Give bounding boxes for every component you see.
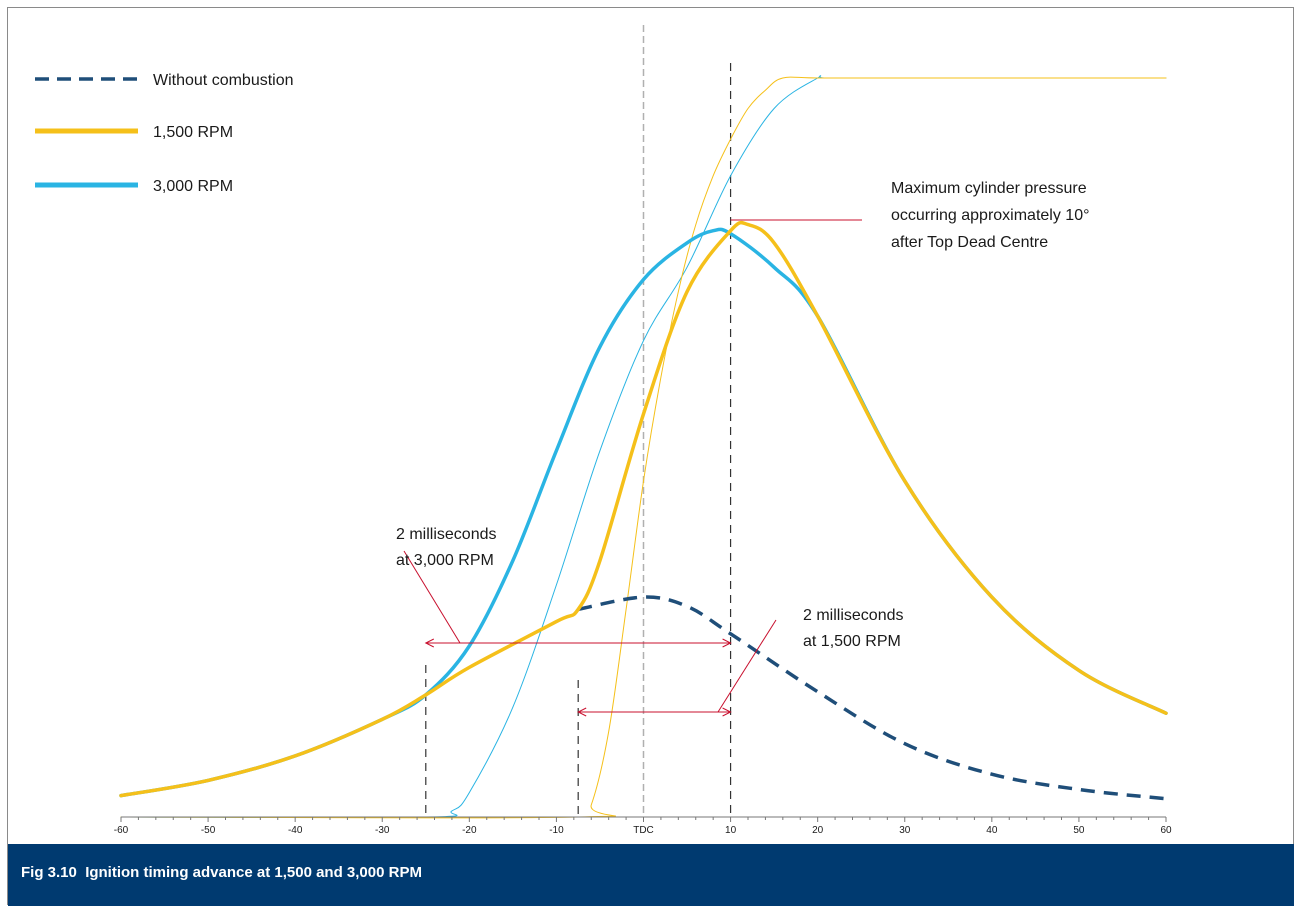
annotation-2ms-1500-line-1: 2 milliseconds bbox=[803, 607, 903, 624]
x-tick-label: -20 bbox=[462, 825, 477, 836]
interval-arrowhead-left-1 bbox=[577, 707, 587, 717]
annotation-max-pressure-line-1: Maximum cylinder pressure bbox=[891, 180, 1087, 197]
x-tick-label: -40 bbox=[288, 825, 303, 836]
legend-label-without-combustion: Without combustion bbox=[153, 72, 294, 89]
annotation-max-pressure-line-3: after Top Dead Centre bbox=[891, 234, 1048, 251]
x-tick-label: TDC bbox=[633, 825, 654, 836]
series-line-1-500-rpm bbox=[119, 220, 1168, 798]
annotation-max-pressure-line-2: occurring approximately 10° bbox=[891, 207, 1090, 224]
annotation-2ms-3000: 2 milliseconds at 3,000 RPM bbox=[396, 526, 496, 569]
annotation-2ms-1500-line-2: at 1,500 RPM bbox=[803, 633, 901, 650]
annotation-2ms-3000-line-2: at 3,000 RPM bbox=[396, 552, 494, 569]
legend: Without combustion 1,500 RPM 3,000 RPM bbox=[35, 72, 294, 195]
series-line-without-combustion bbox=[577, 595, 1167, 801]
x-tick-label: 20 bbox=[812, 825, 824, 836]
legend-label-1500-rpm: 1,500 RPM bbox=[153, 124, 233, 141]
x-tick-label: 30 bbox=[899, 825, 911, 836]
figure-caption-bar: Fig 3.10 Ignition timing advance at 1,50… bbox=[8, 844, 1294, 906]
x-tick-label: -30 bbox=[375, 825, 390, 836]
annotation-2ms-3000-line-1: 2 milliseconds bbox=[396, 526, 496, 543]
x-tick-label: 10 bbox=[725, 825, 737, 836]
x-tick-label: 60 bbox=[1160, 825, 1172, 836]
annotation-max-pressure: Maximum cylinder pressure occurring appr… bbox=[891, 180, 1090, 251]
interval-arrowhead-right-1 bbox=[722, 707, 732, 717]
annotation-2ms-1500: 2 milliseconds at 1,500 RPM bbox=[803, 607, 903, 650]
legend-label-3000-rpm: 3,000 RPM bbox=[153, 178, 233, 195]
ignition-timing-chart: -60 -50 -40 -30 -20 -10 TDC 10 20 30 40 50 60 Withou… bbox=[35, 25, 1172, 836]
figure-caption: Fig 3.10 Ignition timing advance at 1,50… bbox=[21, 864, 422, 881]
x-tick-label: -60 bbox=[114, 825, 129, 836]
x-tick-label: -10 bbox=[549, 825, 564, 836]
x-tick-label: -50 bbox=[201, 825, 216, 836]
interval-arrowhead-right-0 bbox=[722, 638, 732, 648]
leader-2ms-1500 bbox=[717, 619, 777, 713]
leader-2ms-3000 bbox=[403, 550, 461, 644]
interval-arrowhead-left-0 bbox=[424, 638, 435, 648]
x-tick-label: 40 bbox=[986, 825, 998, 836]
x-tick-label: 50 bbox=[1073, 825, 1085, 836]
